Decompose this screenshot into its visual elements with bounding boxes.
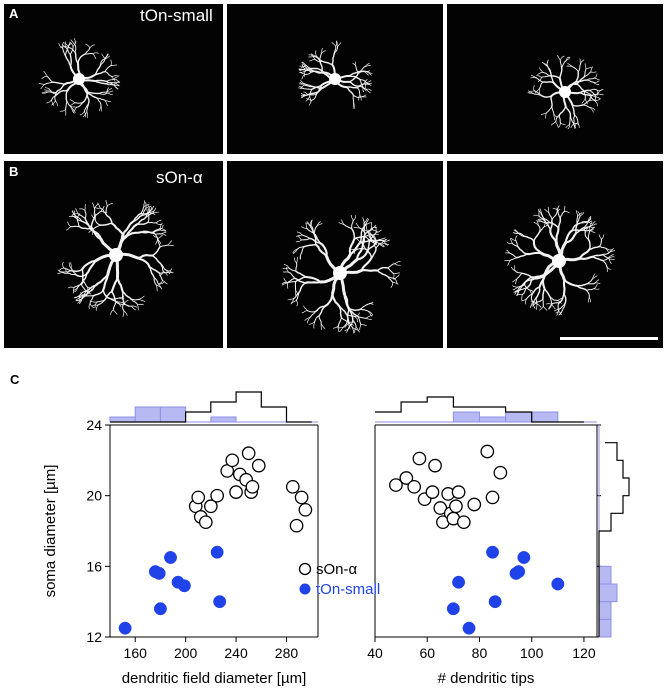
data-point-sOn-alpha xyxy=(407,479,422,494)
scatter-chart: 160 200 240 280 dendritic field diameter [µm… xyxy=(42,391,630,687)
data-point-sOn-alpha xyxy=(203,499,218,514)
micrograph-a3 xyxy=(447,4,663,154)
data-point-tOn-small xyxy=(177,579,191,593)
data-point-tOn-small xyxy=(164,551,177,564)
data-point-tOn-small xyxy=(517,551,531,564)
x-tick-label: 160 xyxy=(124,645,148,661)
data-point-sOn-alpha xyxy=(389,478,403,492)
data-point-sOn-alpha xyxy=(198,515,213,530)
legend-label-sOn-alpha: sOn-α xyxy=(316,561,358,578)
x-tick-label: 80 xyxy=(472,645,488,661)
soma-icon xyxy=(333,266,347,280)
data-point-sOn-alpha xyxy=(451,485,466,499)
histogram-bar-tOn-small xyxy=(134,406,161,423)
x-tick-label: 60 xyxy=(419,645,435,661)
x-tick-label: 200 xyxy=(174,645,198,661)
data-point-sOn-alpha xyxy=(412,451,427,466)
data-point-tOn-small xyxy=(153,602,167,616)
histogram-bar-tOn-small xyxy=(109,416,136,423)
micrograph-a2 xyxy=(227,4,443,154)
data-point-sOn-alpha xyxy=(467,497,482,512)
panel-label-c: C xyxy=(10,372,20,387)
row-b-title: sOn-α xyxy=(156,168,203,187)
data-point-tOn-small xyxy=(118,621,132,635)
histogram-bar-tOn-small xyxy=(210,416,237,423)
data-point-tOn-small xyxy=(486,545,499,559)
histogram-step-sOn-alpha xyxy=(598,442,630,637)
data-point-sOn-alpha xyxy=(210,488,225,503)
row-a-title: tOn-small xyxy=(140,6,213,25)
x-tick-label: 240 xyxy=(224,645,248,661)
data-point-sOn-alpha xyxy=(480,444,495,459)
soma-icon xyxy=(329,73,341,85)
y-tick-label: 16 xyxy=(86,558,102,574)
data-point-sOn-alpha xyxy=(428,458,442,473)
panel-label-b: B xyxy=(9,164,19,179)
data-point-sOn-alpha xyxy=(229,485,243,499)
histogram-bar-tOn-small xyxy=(531,411,559,423)
x-axis-label: # dendritic tips xyxy=(438,670,535,687)
data-point-tOn-small xyxy=(512,565,526,579)
data-point-sOn-alpha xyxy=(298,502,313,517)
scale-bar xyxy=(560,337,658,340)
micrograph-b1 xyxy=(4,161,223,348)
micrograph-a1 xyxy=(4,4,223,154)
micrograph-b2 xyxy=(227,161,443,348)
data-point-sOn-alpha xyxy=(485,490,500,505)
histogram-bar-tOn-small xyxy=(505,411,533,423)
data-point-sOn-alpha xyxy=(285,479,300,494)
data-point-tOn-small xyxy=(213,595,227,609)
data-point-sOn-alpha xyxy=(289,518,304,533)
histogram-bar-tOn-small xyxy=(159,406,187,423)
soma-icon xyxy=(552,254,566,268)
x-tick-label: 100 xyxy=(520,645,544,661)
data-point-sOn-alpha xyxy=(245,479,260,494)
data-point-sOn-alpha xyxy=(493,465,508,480)
legend-marker-tOn-small xyxy=(299,583,311,595)
data-point-sOn-alpha xyxy=(251,458,266,473)
data-point-sOn-alpha xyxy=(449,499,463,514)
data-point-sOn-alpha xyxy=(456,515,471,530)
data-point-tOn-small xyxy=(452,575,466,589)
x-axis-label: dendritic field diameter [µm] xyxy=(122,670,307,687)
data-point-sOn-alpha xyxy=(294,490,309,505)
data-point-sOn-alpha xyxy=(399,471,414,485)
data-point-sOn-alpha xyxy=(425,485,440,499)
data-point-sOn-alpha xyxy=(225,453,240,468)
histogram-bar-tOn-small xyxy=(478,416,507,423)
data-point-tOn-small xyxy=(488,595,502,609)
y-tick-label: 20 xyxy=(86,488,102,504)
histogram-bar-tOn-small xyxy=(452,411,480,423)
soma-icon xyxy=(559,86,571,98)
histogram-step-sOn-alpha xyxy=(375,396,584,423)
histogram-bar-tOn-small xyxy=(598,618,612,638)
histogram-bar-tOn-small xyxy=(598,565,612,585)
x-tick-label: 40 xyxy=(367,645,383,661)
histogram-bar-tOn-small xyxy=(598,583,618,603)
histogram-bar-tOn-small xyxy=(598,601,612,620)
data-point-sOn-alpha xyxy=(241,446,256,461)
y-tick-label: 12 xyxy=(86,629,102,645)
panel-label-a: A xyxy=(9,6,19,21)
histogram-step-sOn-alpha xyxy=(110,391,312,423)
x-tick-label: 120 xyxy=(572,645,596,661)
x-tick-label: 280 xyxy=(275,645,299,661)
micrograph-b3 xyxy=(447,161,663,348)
data-point-tOn-small xyxy=(152,566,166,580)
soma-icon xyxy=(109,248,123,262)
data-point-tOn-small xyxy=(551,577,565,591)
data-point-tOn-small xyxy=(462,621,476,635)
data-point-tOn-small xyxy=(446,602,460,616)
soma-icon xyxy=(73,73,85,85)
data-point-sOn-alpha xyxy=(191,490,206,505)
y-tick-label: 24 xyxy=(86,417,102,433)
y-axis-label: soma diameter [µm] xyxy=(42,465,59,598)
data-point-tOn-small xyxy=(210,545,224,559)
legend-marker-sOn-alpha xyxy=(298,562,312,576)
legend-label-tOn-small: tOn-small xyxy=(316,581,380,598)
